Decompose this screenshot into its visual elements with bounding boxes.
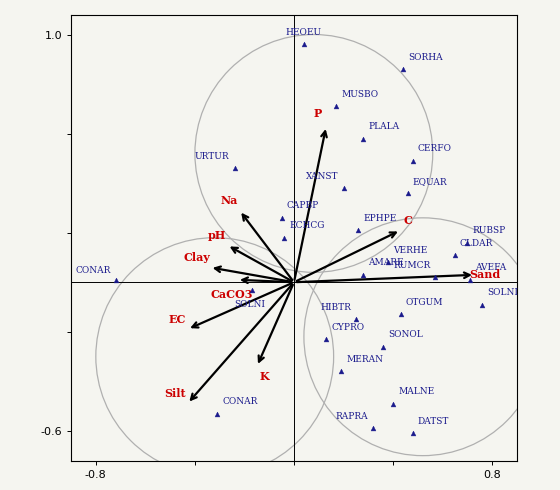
Text: RUBSP: RUBSP bbox=[473, 226, 506, 235]
Text: URTUR: URTUR bbox=[195, 152, 230, 161]
Text: CONAR: CONAR bbox=[75, 266, 111, 275]
Text: MERAN: MERAN bbox=[346, 355, 383, 364]
Text: EC: EC bbox=[169, 314, 186, 325]
Text: AVEFA: AVEFA bbox=[475, 263, 506, 272]
Text: SONOL: SONOL bbox=[388, 330, 423, 339]
Text: Clay: Clay bbox=[184, 252, 211, 263]
Text: XANST: XANST bbox=[306, 172, 339, 181]
Text: ECHCG: ECHCG bbox=[289, 221, 325, 230]
Text: CERFO: CERFO bbox=[418, 145, 452, 153]
Text: VERHE: VERHE bbox=[393, 246, 427, 255]
Text: HEOEU: HEOEU bbox=[286, 28, 322, 37]
Text: HIBTR: HIBTR bbox=[320, 303, 351, 312]
Text: K: K bbox=[259, 371, 269, 382]
Text: SORHA: SORHA bbox=[408, 53, 442, 62]
Text: CONAR: CONAR bbox=[222, 397, 258, 406]
Text: MALNE: MALNE bbox=[398, 387, 435, 396]
Text: Sand: Sand bbox=[469, 270, 501, 280]
Text: P: P bbox=[314, 108, 321, 119]
Text: DATST: DATST bbox=[418, 417, 449, 426]
Text: RUMCR: RUMCR bbox=[393, 261, 430, 270]
Text: MUSBO: MUSBO bbox=[341, 90, 378, 99]
Text: CYPRO: CYPRO bbox=[331, 323, 365, 332]
Text: Silt: Silt bbox=[164, 388, 186, 399]
Text: SOLNI: SOLNI bbox=[234, 299, 265, 309]
Text: CAPBP: CAPBP bbox=[287, 201, 319, 210]
Text: Na: Na bbox=[221, 195, 238, 206]
Text: RAPRA: RAPRA bbox=[335, 412, 368, 421]
Text: SOLNI: SOLNI bbox=[487, 288, 518, 297]
Text: PLALA: PLALA bbox=[368, 122, 399, 131]
Text: EPHPE: EPHPE bbox=[363, 214, 396, 223]
Text: AMARE: AMARE bbox=[368, 258, 404, 268]
Text: C: C bbox=[404, 215, 412, 226]
Text: pH: pH bbox=[208, 230, 226, 241]
Text: EQUAR: EQUAR bbox=[413, 176, 447, 186]
Text: CaCO3: CaCO3 bbox=[211, 289, 253, 300]
Text: CLDAR: CLDAR bbox=[460, 239, 493, 247]
Text: OTGUM: OTGUM bbox=[405, 298, 443, 307]
